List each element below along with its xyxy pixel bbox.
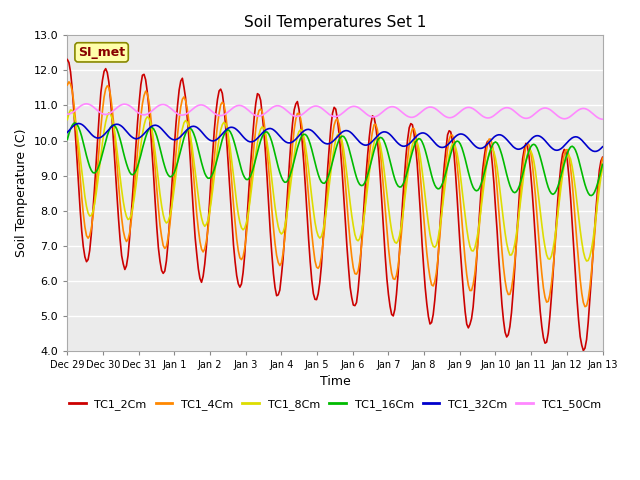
Y-axis label: Soil Temperature (C): Soil Temperature (C) — [15, 129, 28, 257]
Text: SI_met: SI_met — [78, 46, 125, 59]
Legend: TC1_2Cm, TC1_4Cm, TC1_8Cm, TC1_16Cm, TC1_32Cm, TC1_50Cm: TC1_2Cm, TC1_4Cm, TC1_8Cm, TC1_16Cm, TC1… — [65, 395, 605, 415]
Title: Soil Temperatures Set 1: Soil Temperatures Set 1 — [244, 15, 426, 30]
X-axis label: Time: Time — [319, 375, 350, 388]
